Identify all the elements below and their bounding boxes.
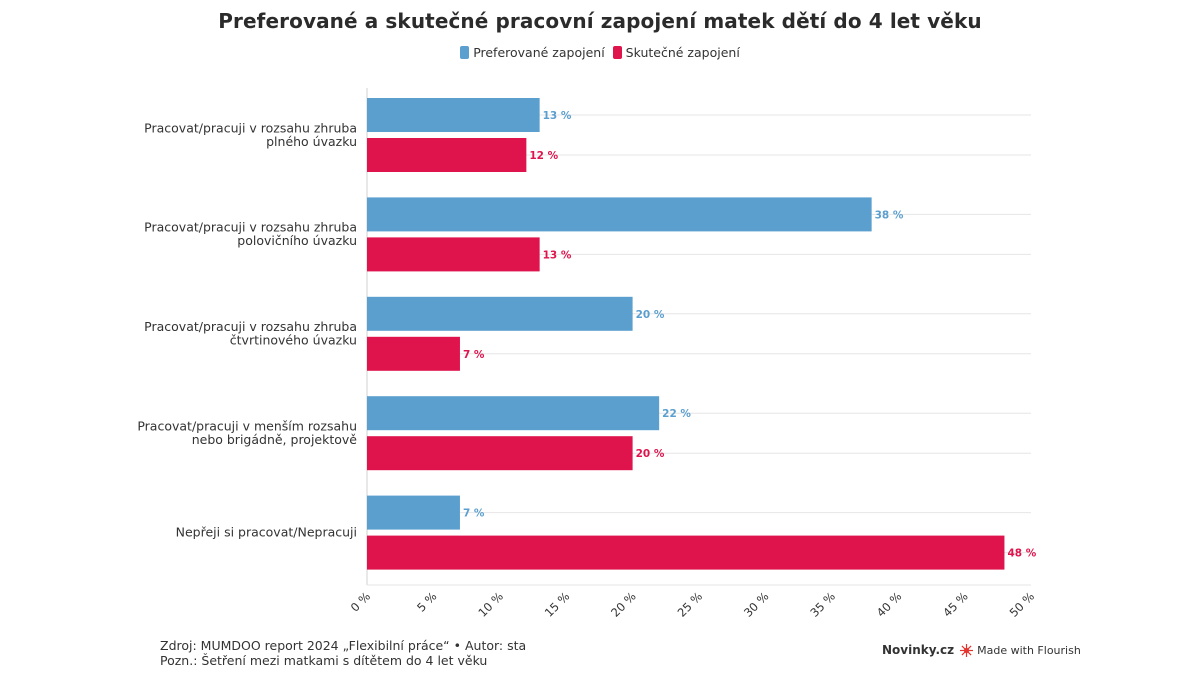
legend: Preferované zapojení Skutečné zapojení bbox=[0, 45, 1200, 60]
x-tick-label: 10 % bbox=[475, 589, 506, 620]
x-tick-label: 50 % bbox=[1007, 589, 1038, 620]
footer: Zdroj: MUMDOO report 2024 „Flexibilní pr… bbox=[160, 638, 526, 668]
category-label: Pracovat/pracuji v rozsahu zhruba bbox=[144, 220, 357, 235]
bar-preferred bbox=[367, 396, 660, 431]
bar-actual bbox=[367, 436, 633, 471]
x-tick-label: 35 % bbox=[807, 589, 838, 620]
flourish-label: Made with Flourish bbox=[977, 643, 1081, 657]
branding: Novinky.cz Made with Flourish bbox=[882, 643, 1081, 657]
legend-item-actual[interactable]: Skutečné zapojení bbox=[612, 45, 740, 60]
data-label: 48 % bbox=[1007, 548, 1036, 560]
data-label: 20 % bbox=[636, 309, 665, 321]
flourish-icon bbox=[960, 643, 974, 657]
x-tick-label: 5 % bbox=[414, 589, 439, 614]
legend-item-preferred[interactable]: Preferované zapojení bbox=[460, 45, 605, 60]
category-label: Nepřeji si pracovat/Nepracuji bbox=[176, 525, 357, 540]
x-tick-label: 15 % bbox=[542, 589, 573, 620]
legend-label-actual: Skutečné zapojení bbox=[625, 45, 740, 60]
data-label: 38 % bbox=[875, 209, 904, 221]
x-tick-label: 20 % bbox=[608, 589, 639, 620]
bar-preferred bbox=[367, 98, 540, 132]
bar-preferred bbox=[367, 296, 633, 331]
legend-swatch-actual bbox=[612, 46, 622, 59]
category-label: plného úvazku bbox=[266, 134, 357, 149]
data-label: 13 % bbox=[543, 249, 572, 261]
bar-actual bbox=[367, 237, 540, 272]
bar-actual bbox=[367, 138, 527, 172]
x-tick-label: 40 % bbox=[874, 589, 905, 620]
category-label: polovičního úvazku bbox=[237, 233, 357, 248]
data-label: 12 % bbox=[529, 150, 558, 162]
category-label: nebo brigádně, projektově bbox=[192, 432, 358, 447]
data-label: 13 % bbox=[543, 110, 572, 122]
x-tick-label: 25 % bbox=[675, 589, 706, 620]
data-label: 7 % bbox=[463, 508, 485, 520]
survey-note: Pozn.: Šetření mezi matkami s dítětem do… bbox=[160, 653, 488, 668]
legend-label-preferred: Preferované zapojení bbox=[473, 45, 605, 60]
data-label: 7 % bbox=[463, 349, 485, 361]
category-label: Pracovat/pracuji v menším rozsahu bbox=[137, 418, 357, 433]
bar-actual bbox=[367, 535, 1005, 570]
source-note: Zdroj: MUMDOO report 2024 „Flexibilní pr… bbox=[160, 638, 527, 653]
category-label: Pracovat/pracuji v rozsahu zhruba bbox=[144, 319, 357, 334]
bar-actual bbox=[367, 336, 460, 371]
category-label: Pracovat/pracuji v rozsahu zhruba bbox=[144, 120, 357, 135]
flourish-credit[interactable]: Made with Flourish bbox=[960, 643, 1081, 657]
bar-preferred bbox=[367, 495, 460, 530]
x-tick-label: 30 % bbox=[741, 589, 772, 620]
data-label: 20 % bbox=[636, 448, 665, 460]
chart-title: Preferované a skutečné pracovní zapojení… bbox=[218, 9, 982, 33]
x-tick-label: 45 % bbox=[940, 589, 971, 620]
legend-swatch-preferred bbox=[460, 46, 470, 59]
data-label: 22 % bbox=[662, 408, 691, 420]
x-tick-label: 0 % bbox=[348, 589, 373, 614]
category-label: čtvrtinového úvazku bbox=[230, 333, 357, 348]
publisher-logo[interactable]: Novinky.cz bbox=[882, 643, 955, 657]
bar-preferred bbox=[367, 197, 872, 232]
